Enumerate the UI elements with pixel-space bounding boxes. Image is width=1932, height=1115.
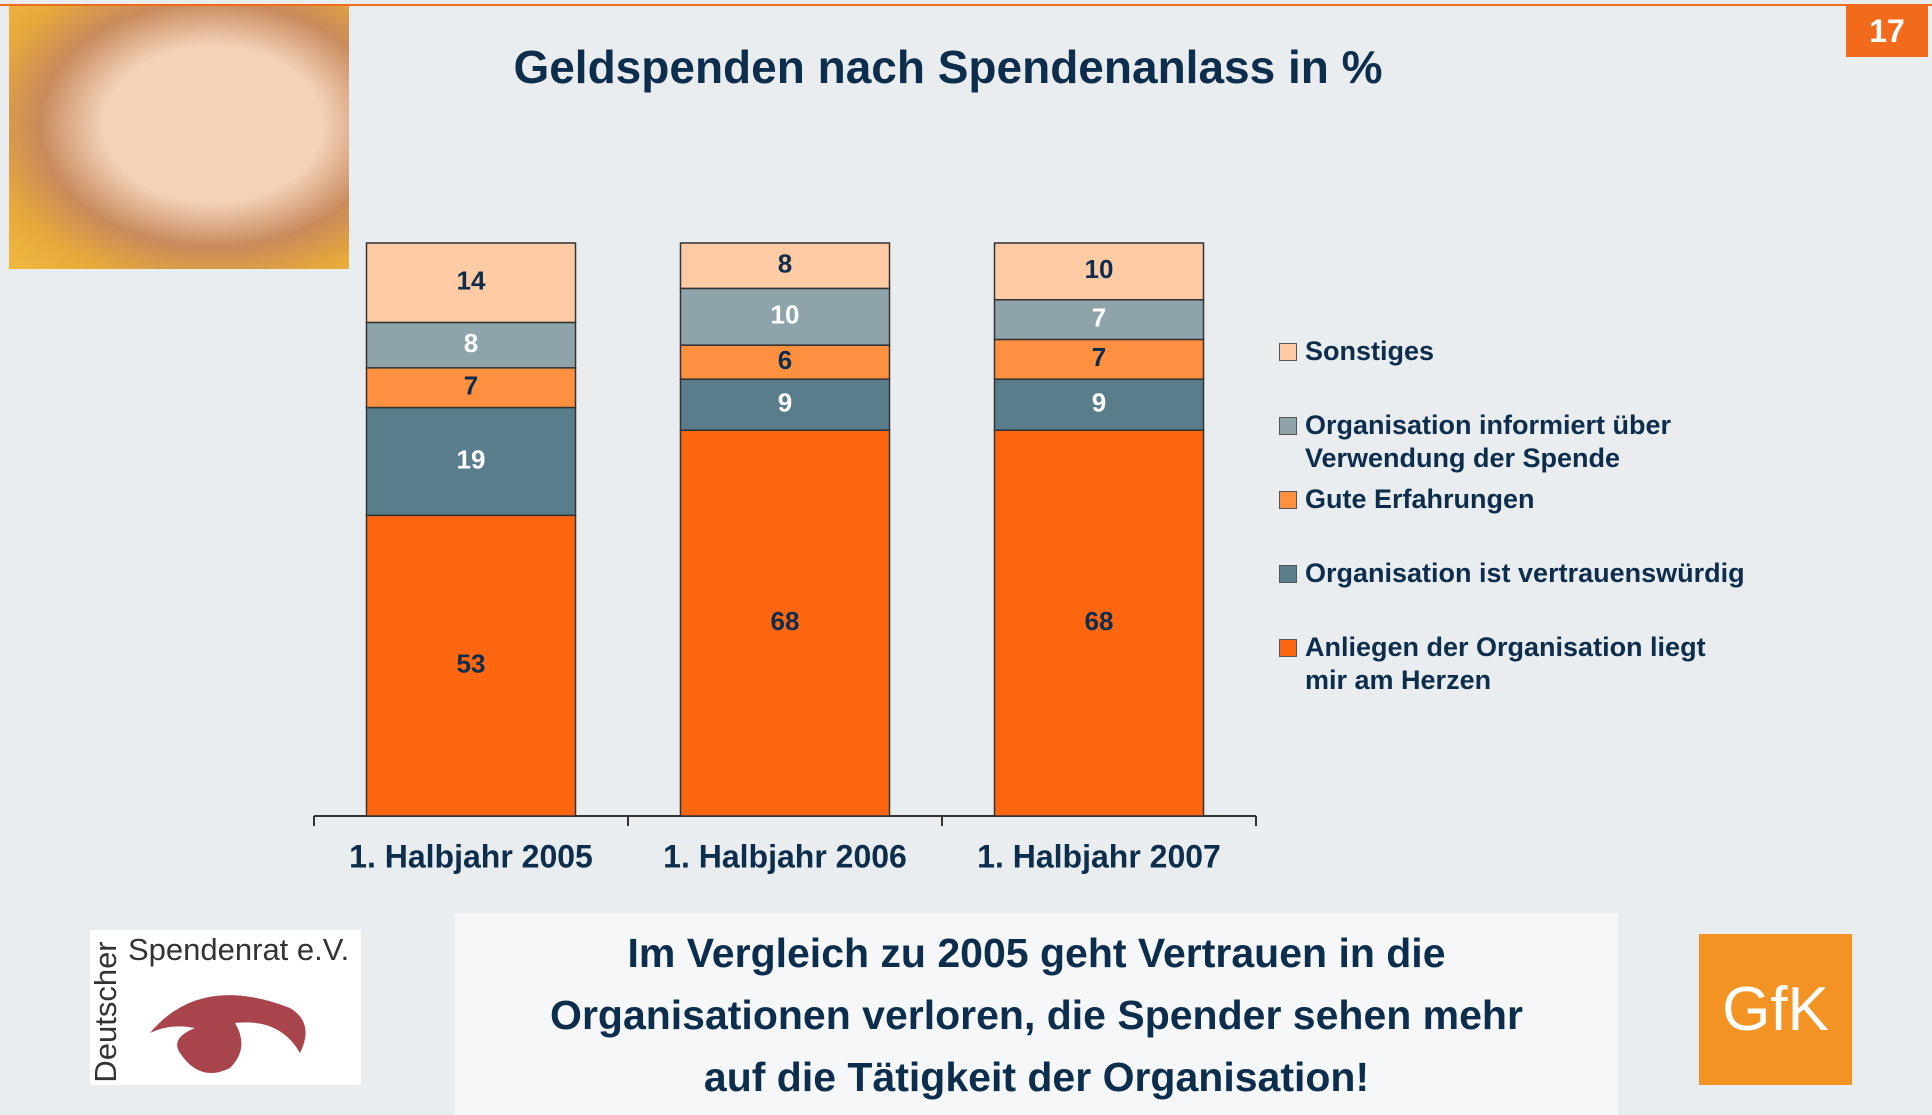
data-label: 19 [457, 444, 486, 474]
x-tick-label: 1. Halbjahr 2007 [977, 838, 1221, 874]
legend-swatch [1279, 343, 1297, 361]
bar-segment [679, 378, 891, 431]
data-label: 7 [1092, 302, 1106, 332]
bar-segment [365, 242, 577, 324]
legend-swatch [1279, 565, 1297, 583]
data-label: 8 [464, 328, 478, 358]
legend-swatch [1279, 417, 1297, 435]
bar-segment [993, 298, 1205, 341]
bar-segment [365, 514, 577, 817]
legend-item: Organisation ist vertrauenswürdig [1279, 557, 1745, 590]
footer-line: auf die Tätigkeit der Organisation! [703, 1054, 1370, 1100]
legend-item: Gute Erfahrungen [1279, 483, 1745, 516]
legend-label: Gute Erfahrungen [1305, 484, 1535, 514]
bar-segment [679, 344, 891, 380]
data-label: 9 [778, 388, 792, 418]
bar-segment [993, 378, 1205, 431]
logo-text: Deutscher [90, 941, 123, 1083]
legend-label: Organisation ist vertrauenswürdig [1305, 558, 1745, 588]
bar-segment [365, 321, 577, 369]
logo-text: Spendenrat e.V. [128, 932, 350, 967]
bar-segment [679, 287, 891, 346]
data-label: 9 [1092, 388, 1106, 418]
legend-item: Sonstiges [1279, 335, 1745, 368]
legend-label: Sonstiges [1305, 336, 1435, 366]
bar-segment [679, 429, 891, 817]
data-label: 14 [457, 266, 486, 296]
bar-segment [993, 242, 1205, 301]
footer-line: Im Vergleich zu 2005 geht Vertrauen in d… [627, 930, 1446, 976]
data-label: 10 [1085, 254, 1114, 284]
bar-segment [993, 429, 1205, 817]
data-label: 6 [778, 345, 792, 375]
data-label: 10 [771, 300, 800, 330]
chart-title: Geldspenden nach Spendenanlass in % [513, 41, 1383, 93]
gfk-logo: GfK [1699, 934, 1852, 1085]
bar-segment [365, 367, 577, 409]
legend-label: Anliegen der Organisation liegt mir am H… [1305, 632, 1706, 695]
data-label: 68 [1085, 606, 1114, 636]
footer-line: Organisationen verloren, die Spender seh… [550, 992, 1523, 1038]
bar-segment [679, 242, 891, 290]
bar-segment [993, 338, 1205, 380]
spendenrat-logo: Spendenrat e.V. Deutscher [90, 930, 361, 1085]
bar-segment [365, 406, 577, 517]
legend-swatch [1279, 639, 1297, 657]
data-label: 7 [464, 371, 478, 401]
photo [9, 6, 349, 269]
x-tick-label: 1. Halbjahr 2005 [349, 838, 593, 874]
page-number: 17 [1846, 6, 1928, 57]
legend-item: Anliegen der Organisation liegt mir am H… [1279, 631, 1745, 697]
legend-item: Organisation informiert über Verwendung … [1279, 409, 1745, 475]
logo-mark [150, 995, 306, 1073]
data-label: 53 [457, 649, 486, 679]
top-rule [0, 4, 1932, 6]
legend-label: Organisation informiert über Verwendung … [1305, 410, 1672, 473]
data-label: 8 [778, 249, 792, 279]
legend-swatch [1279, 491, 1297, 509]
x-tick-label: 1. Halbjahr 2006 [663, 838, 907, 874]
data-label: 68 [771, 606, 800, 636]
footer-box: Im Vergleich zu 2005 geht Vertrauen in d… [455, 913, 1618, 1115]
data-label: 7 [1092, 342, 1106, 372]
